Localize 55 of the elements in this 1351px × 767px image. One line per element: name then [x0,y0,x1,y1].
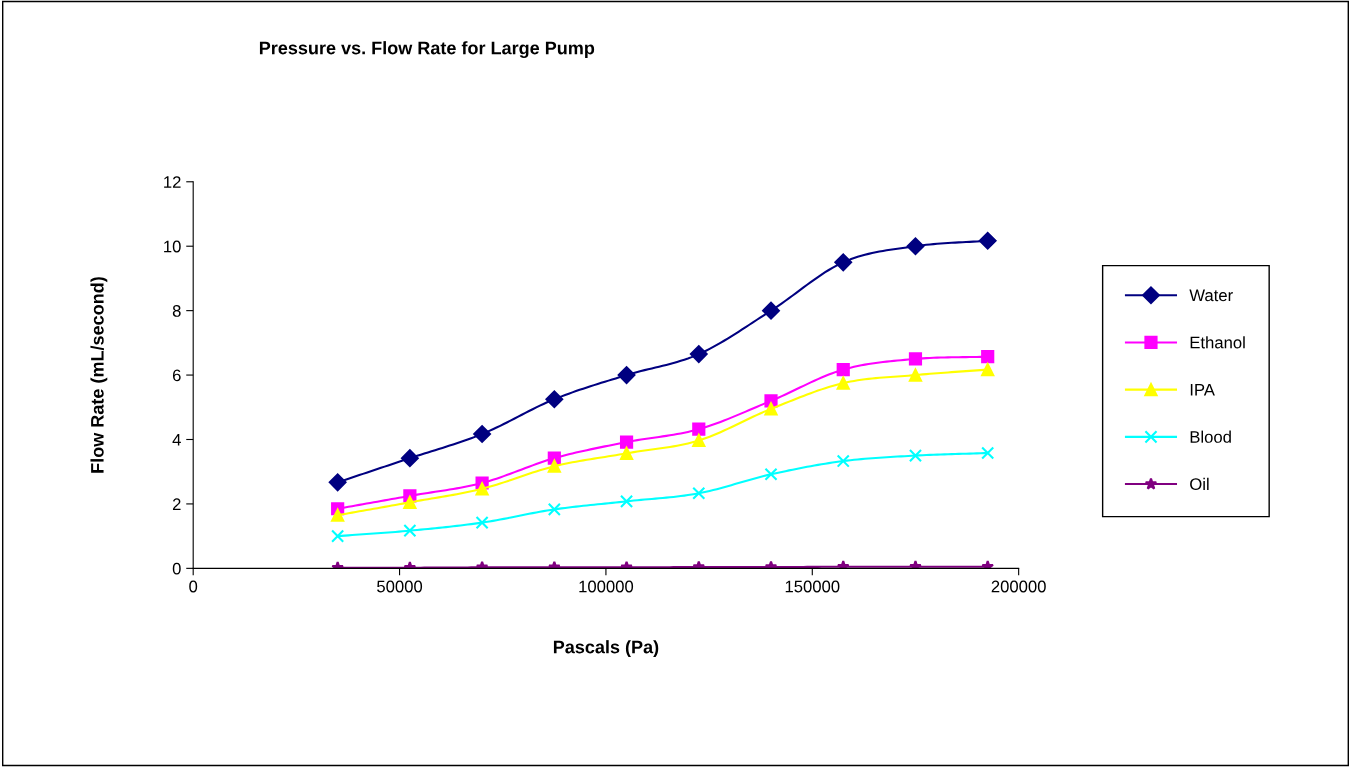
y-tick-label: 8 [172,305,181,317]
y-axis-title: Flow Rate (mL/second) [90,277,108,473]
x-tick-label: 0 [189,580,198,593]
point [836,454,850,468]
point [547,502,561,516]
y-tick-label: 0 [172,562,181,575]
point [836,376,850,390]
point [619,494,634,508]
point [403,495,417,509]
point [762,301,780,320]
legend-label: IPA [1190,384,1215,396]
chart-title: Pressure vs. Flow Rate for Large Pump [259,41,595,59]
point [547,459,561,473]
point [403,524,417,538]
point [908,352,923,366]
x-axis-title: Pascals (Pa) [553,640,659,657]
point [906,237,925,256]
y-tick-label: 12 [164,176,181,188]
point [545,390,564,409]
point [981,446,995,460]
x-tick-label: 100000 [579,580,634,593]
point [764,467,778,481]
y-tick-label: 6 [172,369,181,382]
legend-label: Blood [1190,430,1231,443]
legend-label: Water [1189,289,1233,302]
point [617,366,636,384]
point [473,425,491,443]
point [619,435,634,449]
point [908,368,923,382]
point [331,508,345,522]
point [836,362,850,377]
point [981,350,995,364]
point [692,422,706,436]
point [834,253,853,272]
point [619,446,634,460]
point [475,516,489,530]
point [400,449,419,468]
y-tick-label: 4 [172,434,181,446]
point [764,402,778,416]
x-tick-label: 200000 [991,580,1046,593]
x-tick-label: 50000 [377,580,423,593]
legend-label: Oil [1190,477,1209,491]
point [981,362,995,377]
point [475,482,489,496]
point [692,486,706,500]
point [331,529,345,543]
point [978,231,997,250]
legend-label: Ethanol [1190,336,1245,349]
y-tick-label: 2 [172,498,181,510]
y-tick-label: 10 [164,240,181,253]
point [908,449,923,463]
point [328,473,347,492]
point [692,433,706,448]
x-tick-label: 150000 [785,580,840,593]
point [689,345,708,364]
